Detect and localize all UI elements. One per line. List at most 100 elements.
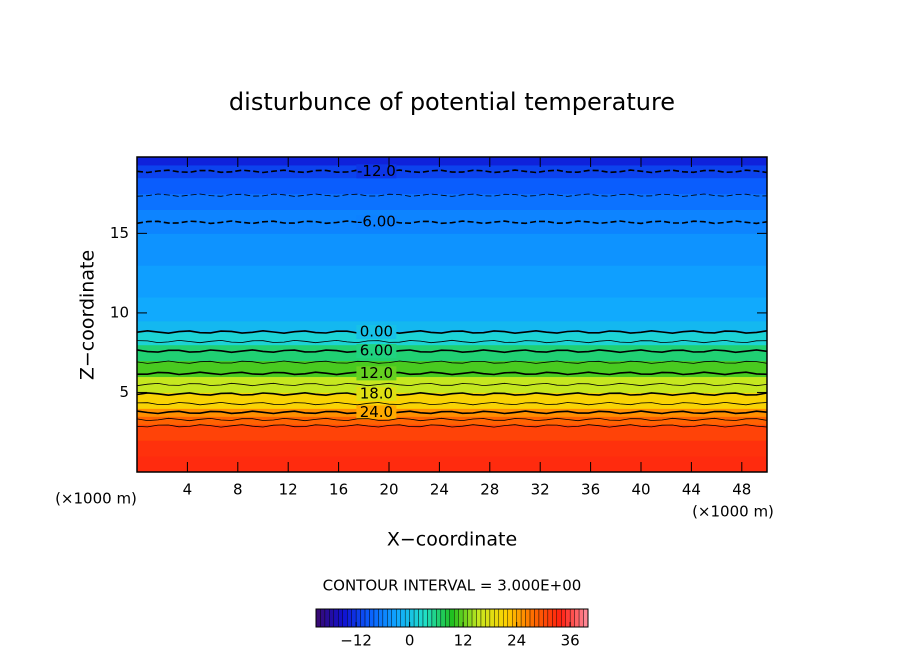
colorbar-cell [454, 608, 459, 628]
colorbar-cell [471, 608, 477, 628]
colorbar-cell [338, 608, 343, 628]
colorbar-cell [324, 608, 330, 628]
y-unit: (×1000 m) [55, 490, 137, 508]
colorbar-cell [507, 608, 513, 628]
filled-band [137, 360, 767, 378]
x-tick-label: 44 [682, 481, 701, 499]
colorbar-cell [485, 608, 491, 628]
colorbar-cell [480, 608, 486, 628]
colorbar-cell [565, 608, 571, 628]
contour-line [136, 424, 768, 428]
filled-band [137, 344, 767, 362]
colorbar-cell [476, 608, 482, 628]
filled-band [137, 424, 767, 441]
contour-line [136, 339, 768, 344]
x-tick-label: 28 [480, 481, 499, 499]
filled-band [137, 456, 767, 473]
filled-band [137, 320, 767, 333]
colorbar-cell [382, 608, 388, 628]
contour-label: 12.0 [360, 364, 393, 382]
colorbar-cell [396, 608, 401, 628]
colorbar-cell [355, 608, 361, 628]
colorbar-cell [418, 608, 424, 628]
x-axis-label: X−coordinate [387, 529, 517, 551]
filled-band [137, 265, 767, 298]
filled-band [137, 440, 767, 457]
contour-label-bg [356, 215, 397, 230]
colorbar-cell [373, 608, 379, 628]
colorbar-cell [543, 608, 549, 628]
contour-label: 6.00 [360, 342, 393, 360]
contour-label: 0.00 [360, 323, 393, 341]
x-tick-label: 8 [233, 481, 243, 499]
contour-line [136, 401, 768, 406]
colorbar-cell [583, 608, 589, 628]
colorbar-cell [369, 608, 375, 628]
colorbar-cell [574, 608, 580, 628]
contour-line [136, 169, 768, 174]
colorbar-cell [404, 608, 410, 628]
colorbar-tick-label: −12 [340, 632, 372, 650]
filled-band [137, 209, 767, 234]
colorbar-cell [440, 608, 446, 628]
filled-band [137, 332, 767, 346]
contour-line [136, 382, 768, 387]
colorbar-tick-label: 24 [507, 632, 526, 650]
filled-band [137, 392, 767, 409]
contour-line [136, 410, 768, 415]
contour-label-bg [356, 325, 397, 339]
colorbar-cell [449, 608, 455, 628]
colorbar-cell [391, 608, 397, 628]
colorbar-cell [467, 608, 473, 628]
x-tick-label: 48 [732, 481, 751, 499]
colorbar-cell [578, 608, 584, 628]
contour-line [136, 220, 768, 225]
contour-label-bg [356, 164, 397, 179]
colorbar-cell [503, 608, 508, 628]
colorbar-tick-label: 0 [405, 632, 415, 650]
y-axis-label: Z−coordinate [77, 250, 99, 380]
colorbar-cell [534, 608, 540, 628]
colorbar-cell [342, 608, 348, 628]
contour-line [136, 391, 768, 397]
contour-interval: CONTOUR INTERVAL = 3.000E+00 [323, 577, 582, 595]
contour-line [136, 349, 768, 354]
colorbar-cell [378, 608, 384, 628]
plot-frame [136, 156, 768, 473]
x-tick-label: 12 [279, 481, 298, 499]
colorbar-cell [538, 608, 544, 628]
colorbar-cell [458, 608, 464, 628]
x-tick-label: 16 [329, 481, 348, 499]
colorbar-cell [364, 608, 370, 628]
colorbar-cell [569, 608, 575, 628]
colorbar-cell [556, 608, 562, 628]
filled-band [137, 408, 767, 417]
x-tick-label: 24 [430, 481, 449, 499]
colorbar-cell [498, 608, 504, 628]
colorbar-cell [413, 608, 419, 628]
x-unit: (×1000 m) [692, 503, 774, 521]
colorbar-cell [427, 608, 433, 628]
x-tick-label: 32 [531, 481, 550, 499]
colorbar-cell [520, 608, 526, 628]
colorbar-cell [525, 608, 531, 628]
colorbar-cell [315, 608, 321, 628]
contour-label-bg [356, 387, 397, 402]
chart-title: disturbunce of potential temperature [229, 88, 675, 116]
colorbar-cell [320, 608, 326, 628]
colorbar-cell [445, 608, 450, 628]
colorbar-tick-label: 36 [561, 632, 580, 650]
filled-band [137, 177, 767, 195]
colorbar-cell [561, 608, 566, 628]
x-tick-label: 40 [631, 481, 650, 499]
colorbar-cell [409, 608, 415, 628]
colorbar-cell [351, 608, 357, 628]
contour-label: 18.0 [360, 385, 393, 403]
colorbar-cell [329, 608, 335, 628]
filled-band [137, 233, 767, 266]
filled-band [137, 416, 767, 425]
contour-label-bg [356, 344, 397, 359]
contour-line [136, 329, 768, 335]
filled-band [137, 376, 767, 393]
